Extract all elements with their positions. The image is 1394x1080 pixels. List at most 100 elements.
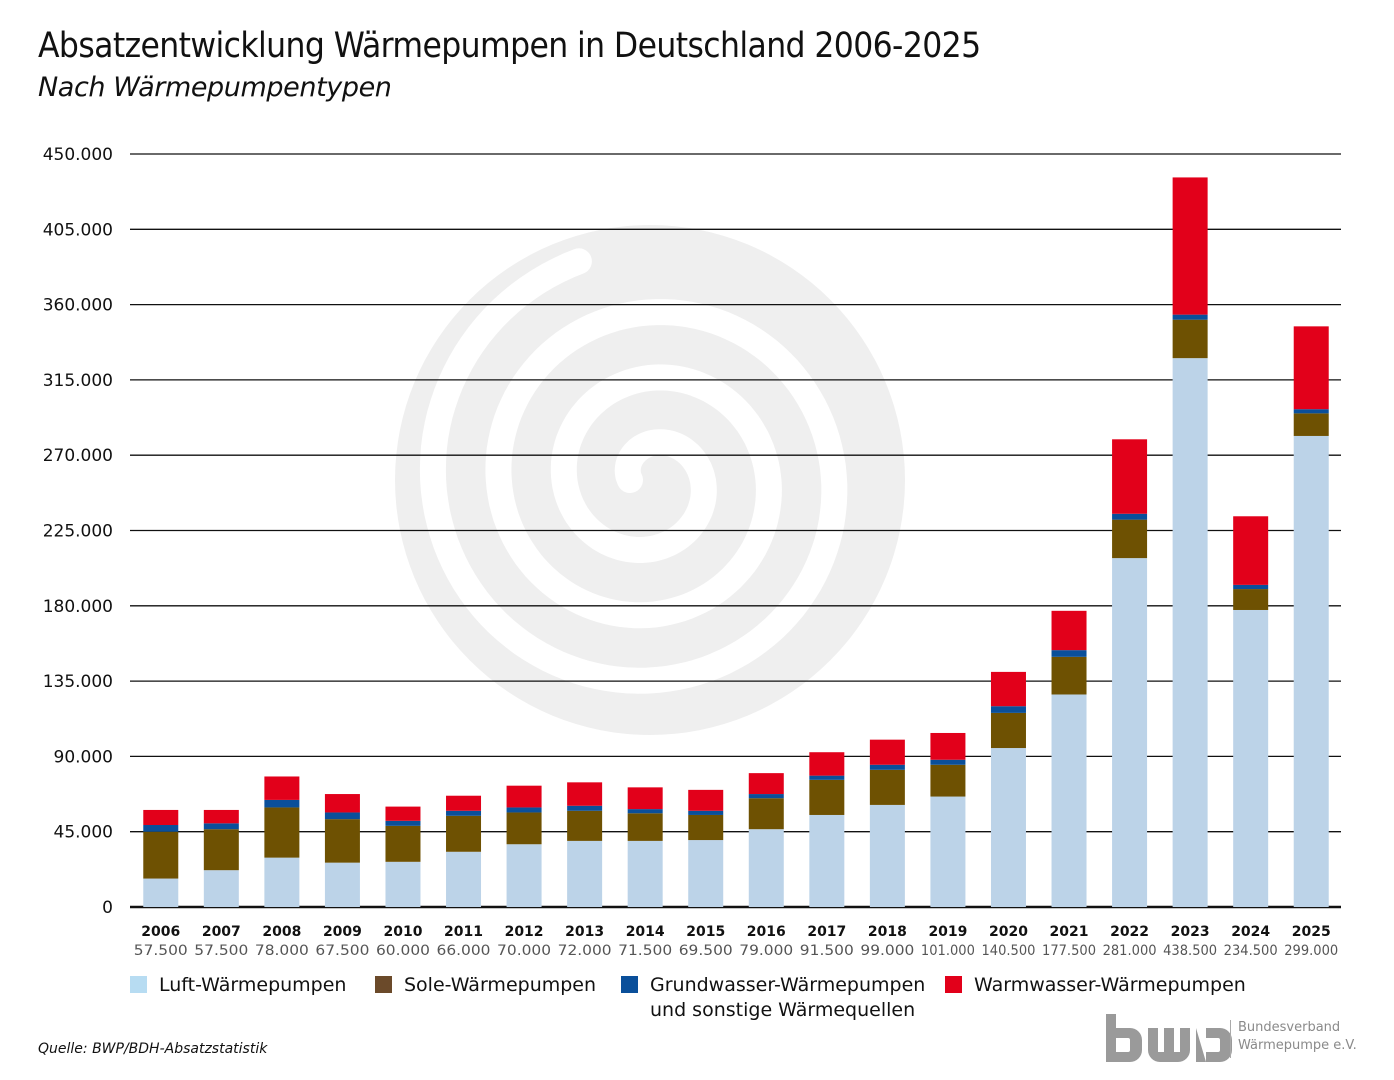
bar-segment-grundwasser [627,809,663,814]
y-tick-label: 90.000 [54,747,113,767]
bar-segment-luft [688,840,724,907]
bar-segment-warmwasser [869,739,905,765]
y-tick-label: 180.000 [43,597,113,617]
bar-segment-luft [446,851,482,907]
total-label: 70.000 [497,943,551,959]
x-tick-label: 2024 [1231,924,1270,940]
x-tick-label: 2022 [1110,924,1149,940]
x-tick-label: 2010 [383,924,422,940]
total-label: 438.500 [1163,943,1217,959]
chart-subtitle: Nach Wärmepumpentypen [38,72,392,103]
bar-segment-warmwasser [1051,610,1087,651]
x-tick-label: 2023 [1171,924,1210,940]
bar-segment-grundwasser [385,820,421,826]
x-tick-label: 2016 [747,924,786,940]
total-label: 78.000 [255,943,309,959]
y-tick-label: 360.000 [43,296,113,316]
bar-segment-warmwasser [930,732,966,760]
bar-segment-warmwasser [506,785,542,808]
x-tick-label: 2009 [323,924,362,940]
bar-segment-luft [506,844,542,907]
total-label: 69.500 [679,943,733,959]
x-tick-label: 2019 [928,924,967,940]
x-tick-label: 2012 [505,924,544,940]
bar-segment-warmwasser [809,752,845,776]
legend-label: Luft-Wärmepumpen [159,974,347,996]
legend: Luft-Wärmepumpen Sole-Wärmepumpen Grundw… [0,973,1394,1033]
bar-segment-warmwasser [1293,326,1329,410]
y-tick-label: 450.000 [43,145,113,165]
bar-segment-warmwasser [1112,439,1148,514]
bar-segment-luft [567,840,603,907]
x-tick-label: 2008 [262,924,301,940]
bar-segment-sole [1172,319,1208,359]
bar-segment-grundwasser [567,805,603,811]
source-note: Quelle: BWP/BDH-Absatzstatistik [38,1041,268,1057]
bar-stack-2011 [446,795,482,907]
total-label: 140.500 [981,943,1035,959]
bar-stack-2022 [1112,439,1148,907]
bar-stack-2019 [930,732,966,907]
legend-label: Grundwasser-Wärmepumpen und sonstige Wär… [650,974,926,1021]
bar-stack-2012 [506,785,542,907]
bar-segment-luft [1233,609,1269,907]
total-label: 60.000 [376,943,430,959]
total-label: 177.500 [1042,943,1096,959]
bar-stack-2021 [1051,610,1087,907]
x-tick-label: 2014 [626,924,665,940]
x-tick-label: 2011 [444,924,483,940]
bar-segment-warmwasser [143,809,179,826]
x-tick-label: 2018 [868,924,907,940]
x-tick-label: 2006 [141,924,180,940]
bar-segment-warmwasser [1233,516,1269,585]
total-label: 72.000 [558,943,612,959]
legend-item-luft: Luft-Wärmepumpen [130,973,346,998]
bar-segment-luft [627,840,663,907]
total-label: 91.500 [800,943,854,959]
y-tick-label: 225.000 [43,522,113,542]
bar-segment-warmwasser [990,671,1026,707]
y-tick-label: 135.000 [43,672,113,692]
bar-segment-warmwasser [627,787,663,810]
bar-segment-grundwasser [446,810,482,816]
x-tick-label: 2007 [202,924,241,940]
legend-label: Sole-Wärmepumpen [404,974,597,996]
total-label: 234.500 [1224,943,1278,959]
bar-segment-luft [809,814,845,907]
bar-segment-grundwasser [748,794,784,799]
bar-stack-2008 [264,776,300,907]
bar-segment-sole [264,807,300,858]
bar-segment-sole [506,812,542,845]
legend-item-warmwasser: Warmwasser-Wärmepumpen [945,973,1246,998]
bar-segment-sole [385,825,421,862]
total-label: 99.000 [860,943,914,959]
x-tick-label: 2021 [1050,924,1089,940]
y-tick-label: 315.000 [43,371,113,391]
bar-segment-grundwasser [809,775,845,780]
total-label: 57.500 [194,943,248,959]
bar-stack-2018 [869,739,905,907]
legend-label: Warmwasser-Wärmepumpen [974,974,1246,996]
bar-segment-sole [203,829,239,871]
total-label: 281.000 [1103,943,1157,959]
bar-segment-luft [203,870,239,907]
bar-stack-2015 [688,789,724,907]
bar-stack-2016 [748,773,784,907]
y-axis-ticks: 0 45.000 90.000 135.000 180.000 225.000 270.00… [43,145,113,918]
x-tick-label: 2020 [989,924,1028,940]
bar-segment-sole [748,798,784,830]
bar-segment-grundwasser [930,759,966,765]
bar-segment-grundwasser [1293,409,1329,414]
x-tick-label: 2013 [565,924,604,940]
legend-swatch-luft [130,976,147,993]
legend-swatch-warmwasser [945,976,962,993]
bar-segment-grundwasser [869,764,905,770]
x-tick-label: 2015 [686,924,725,940]
bar-segment-grundwasser [324,812,360,820]
bar-segment-sole [567,810,603,841]
bar-segment-sole [869,769,905,805]
total-label: 79.000 [739,943,793,959]
bar-stack-2017 [809,752,845,907]
total-label: 57.500 [134,943,188,959]
